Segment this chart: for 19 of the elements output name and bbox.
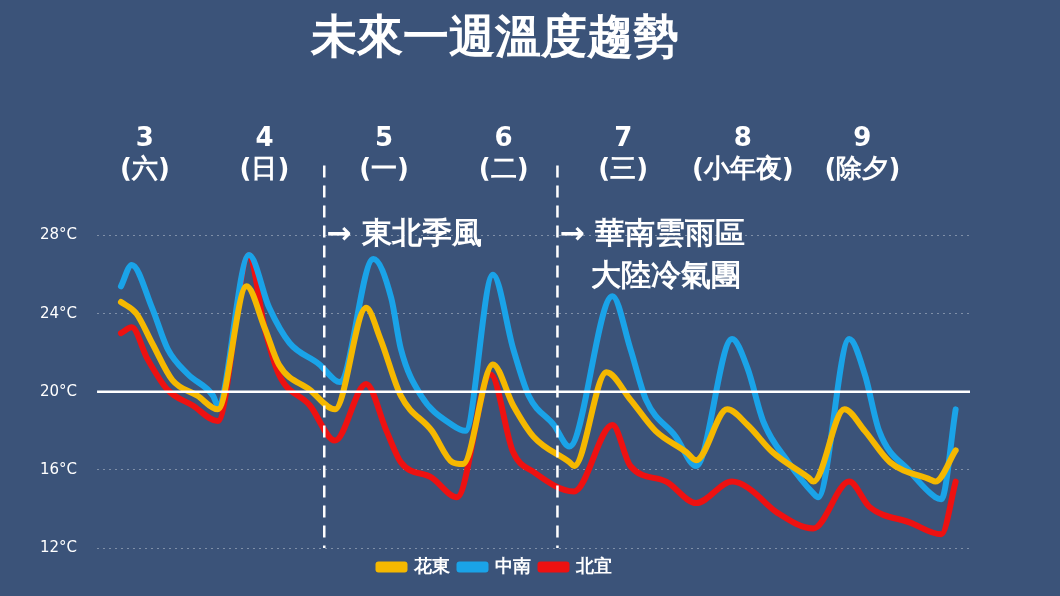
x-tick-label: 5 (一)	[359, 121, 409, 183]
x-tick-label: 8 (小年夜)	[691, 121, 794, 183]
x-tick-label: 9 (除夕)	[824, 121, 901, 183]
legend-label: 北宜	[574, 554, 612, 576]
y-tick-label: 24°C	[40, 303, 78, 322]
y-tick-label: 16°C	[40, 459, 78, 478]
x-tick-label: 4 (日)	[239, 121, 290, 183]
x-tick-label: 7 (三)	[598, 121, 649, 183]
y-tick-label: 28°C	[40, 225, 78, 244]
legend-label: 中南	[494, 554, 531, 576]
annotation: → 華南雲雨區	[559, 215, 746, 251]
annotation: 大陸冷氣團	[591, 257, 742, 293]
annotation: → 東北季風	[326, 215, 482, 251]
y-tick-label: 12°C	[40, 537, 78, 556]
x-tick-label: 6 (二)	[478, 121, 529, 183]
chart-title: 未來一週溫度趨勢	[310, 8, 679, 63]
legend-label: 花東	[412, 554, 450, 576]
y-tick-label: 20°C	[40, 381, 78, 400]
x-tick-label: 3 (六)	[120, 121, 170, 183]
